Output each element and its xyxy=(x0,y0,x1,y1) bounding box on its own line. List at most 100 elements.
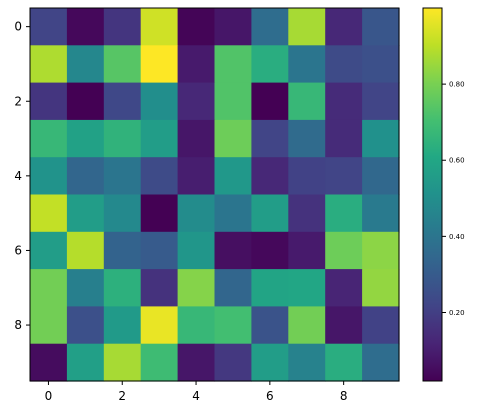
heatmap-cell xyxy=(251,306,289,345)
y-tick-label: 2 xyxy=(14,94,22,108)
heatmap-cell xyxy=(288,119,326,158)
heatmap-cell xyxy=(362,119,400,158)
x-tick-label: 2 xyxy=(118,389,126,403)
heatmap-cell xyxy=(214,8,252,46)
heatmap-cell xyxy=(30,231,68,270)
colorbar-tick-label: 0.40 xyxy=(449,233,465,241)
x-tick-label: 4 xyxy=(192,389,200,403)
heatmap-cell xyxy=(325,269,363,307)
heatmap-cell xyxy=(362,82,400,121)
y-tick-label: 0 xyxy=(14,20,22,34)
heatmap-cell xyxy=(30,269,68,307)
heatmap-cell xyxy=(66,119,105,158)
heatmap-cell xyxy=(214,306,252,345)
plot-frame xyxy=(29,7,400,382)
colorbar-ticks: 0.20 0.40 0.60 0.80 xyxy=(442,81,465,317)
heatmap-cell xyxy=(214,157,252,196)
heatmap-cell xyxy=(177,231,216,270)
heatmap-cell xyxy=(214,194,252,233)
heatmap-cell xyxy=(66,306,105,345)
heatmap-cell xyxy=(288,8,326,46)
heatmap-cell xyxy=(66,157,105,196)
heatmap-cell xyxy=(103,269,142,307)
heatmap-cell xyxy=(140,82,179,121)
heatmap-cell xyxy=(214,343,252,382)
x-tick-label: 8 xyxy=(340,389,348,403)
heatmap-cell xyxy=(251,343,289,382)
heatmap-cell xyxy=(30,343,68,382)
heatmap-cell xyxy=(325,119,363,158)
heatmap-cell xyxy=(325,82,363,121)
heatmap-cell xyxy=(288,82,326,121)
heatmap-cell xyxy=(325,231,363,270)
heatmap-cell xyxy=(288,157,326,196)
heatmap-cell xyxy=(66,343,105,382)
heatmap-cell xyxy=(140,119,179,158)
heatmap-cell xyxy=(103,119,142,158)
heatmap-cell xyxy=(177,194,216,233)
heatmap-cell xyxy=(66,82,105,121)
y-tick-label: 8 xyxy=(14,318,22,332)
heatmap-cell xyxy=(103,343,142,382)
colorbar-tick-label: 0.20 xyxy=(449,309,465,317)
x-tick-label: 0 xyxy=(45,389,53,403)
heatmap-cell xyxy=(251,231,289,270)
colorbar-tick-label: 0.60 xyxy=(449,157,465,165)
heatmap-cell xyxy=(66,269,105,307)
heatmap-cell xyxy=(103,194,142,233)
heatmap-cell xyxy=(177,45,216,84)
heatmap-cell xyxy=(362,194,400,233)
heatmap-cell xyxy=(30,306,68,345)
heatmap-cell xyxy=(362,8,400,46)
heatmap-cell xyxy=(177,343,216,382)
heatmap-cell xyxy=(140,8,179,46)
heatmap-cell xyxy=(103,8,142,46)
heatmap-cell xyxy=(66,194,105,233)
heatmap-cell xyxy=(103,82,142,121)
colorbar-tick-label: 0.80 xyxy=(449,81,465,89)
heatmap-cell xyxy=(30,194,68,233)
heatmap-cell xyxy=(214,45,252,84)
heatmap-cell xyxy=(177,8,216,46)
heatmap-cell xyxy=(288,306,326,345)
heatmap-cell xyxy=(362,306,400,345)
heatmap-cell xyxy=(251,194,289,233)
x-axis-ticks: 0 2 4 6 8 xyxy=(45,381,348,403)
heatmap-cell xyxy=(177,82,216,121)
heatmap-cell xyxy=(140,231,179,270)
heatmap-cell xyxy=(251,269,289,307)
heatmap-cell xyxy=(362,269,400,307)
heatmap-cell xyxy=(177,306,216,345)
heatmap-cell xyxy=(251,45,289,84)
heatmap-cell xyxy=(325,343,363,382)
heatmap-cell xyxy=(325,8,363,46)
heatmap-cell xyxy=(288,45,326,84)
heatmap-cell xyxy=(30,8,68,46)
heatmap-cell xyxy=(140,157,179,196)
heatmap-cell xyxy=(325,194,363,233)
heatmap-cell xyxy=(251,82,289,121)
heatmap-cell xyxy=(214,231,252,270)
x-tick-label: 6 xyxy=(266,389,274,403)
heatmap-cell xyxy=(288,343,326,382)
heatmap-cell xyxy=(140,269,179,307)
heatmap-cell xyxy=(30,157,68,196)
y-tick-label: 4 xyxy=(14,169,22,183)
heatmap-cell xyxy=(140,45,179,84)
heatmap-cell xyxy=(103,231,142,270)
heatmap-cell xyxy=(325,157,363,196)
heatmap-cell xyxy=(288,194,326,233)
heatmap-cell xyxy=(251,157,289,196)
heatmap-cell xyxy=(177,119,216,158)
heatmap-cell xyxy=(103,45,142,84)
heatmap-cell xyxy=(325,45,363,84)
heatmap-cell xyxy=(325,306,363,345)
heatmap-cell xyxy=(30,45,68,84)
y-axis-ticks: 0 2 4 6 8 xyxy=(14,20,30,332)
heatmap-cell xyxy=(362,45,400,84)
y-tick-label: 6 xyxy=(14,243,22,257)
heatmap-cell xyxy=(288,231,326,270)
heatmap-cell xyxy=(362,157,400,196)
heatmap-cell xyxy=(30,119,68,158)
